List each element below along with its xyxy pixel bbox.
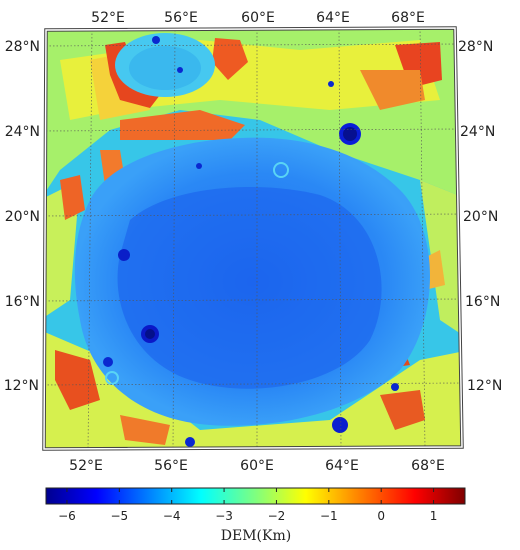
lon-labels-bottom: 52°E 56°E 60°E 64°E 68°E xyxy=(69,458,445,474)
lon-tick-top-2: 60°E xyxy=(241,10,275,26)
lon-tick-top-1: 56°E xyxy=(164,10,198,26)
lat-labels-left: 28°N 24°N 20°N 16°N 12°N xyxy=(4,39,40,394)
lat-tick-left-4: 12°N xyxy=(4,378,39,394)
lon-labels-top: 52°E 56°E 60°E 64°E 68°E xyxy=(91,10,425,26)
colorbar-tick-label-5: −1 xyxy=(320,509,338,523)
lon-tick-bottom-1: 56°E xyxy=(154,458,188,474)
map-frame-inner xyxy=(43,27,463,450)
lon-tick-bottom-4: 68°E xyxy=(411,458,445,474)
craters xyxy=(103,36,399,447)
lat-tick-right-1: 24°N xyxy=(460,124,495,140)
lon-tick-top-4: 68°E xyxy=(391,10,425,26)
colorbar-tick-label-7: 1 xyxy=(430,509,438,523)
lon-tick-top-3: 64°E xyxy=(316,10,350,26)
graticule xyxy=(43,27,462,450)
colorbar-tick-label-6: 0 xyxy=(377,509,385,523)
lon-tick-bottom-2: 60°E xyxy=(240,458,274,474)
lat-tick-left-3: 16°N xyxy=(5,294,40,310)
lon-tick-top-0: 52°E xyxy=(91,10,125,26)
colorbar-scale xyxy=(45,487,466,505)
dem-map xyxy=(44,28,462,449)
lat-tick-right-2: 20°N xyxy=(463,209,498,225)
colorbar-tick-label-0: −6 xyxy=(58,509,76,523)
lon-tick-bottom-0: 52°E xyxy=(69,458,103,474)
colorbar-tick-label-2: −4 xyxy=(163,509,181,523)
inner-basin xyxy=(117,187,382,389)
lat-labels-right: 28°N 24°N 20°N 16°N 12°N xyxy=(458,39,502,394)
colorbar-tick-label-4: −2 xyxy=(268,509,286,523)
lat-tick-right-0: 28°N xyxy=(458,39,493,55)
lat-tick-right-4: 12°N xyxy=(467,378,502,394)
nw-basin-core xyxy=(129,46,201,90)
lat-tick-left-0: 28°N xyxy=(5,39,40,55)
colorbar: −6 −5 −4 −3 −2 −1 0 1 DEM(Km) xyxy=(45,487,466,544)
colorbar-tick-label-1: −5 xyxy=(110,509,128,523)
lat-tick-left-2: 20°N xyxy=(5,209,40,225)
colorbar-ticks: −6 −5 −4 −3 −2 −1 0 1 xyxy=(58,488,437,523)
lat-tick-left-1: 24°N xyxy=(5,124,40,140)
lon-tick-bottom-3: 64°E xyxy=(325,458,359,474)
colorbar-title: DEM(Km) xyxy=(221,528,291,544)
lat-tick-right-3: 16°N xyxy=(465,294,500,310)
colorbar-tick-label-3: −3 xyxy=(215,509,233,523)
